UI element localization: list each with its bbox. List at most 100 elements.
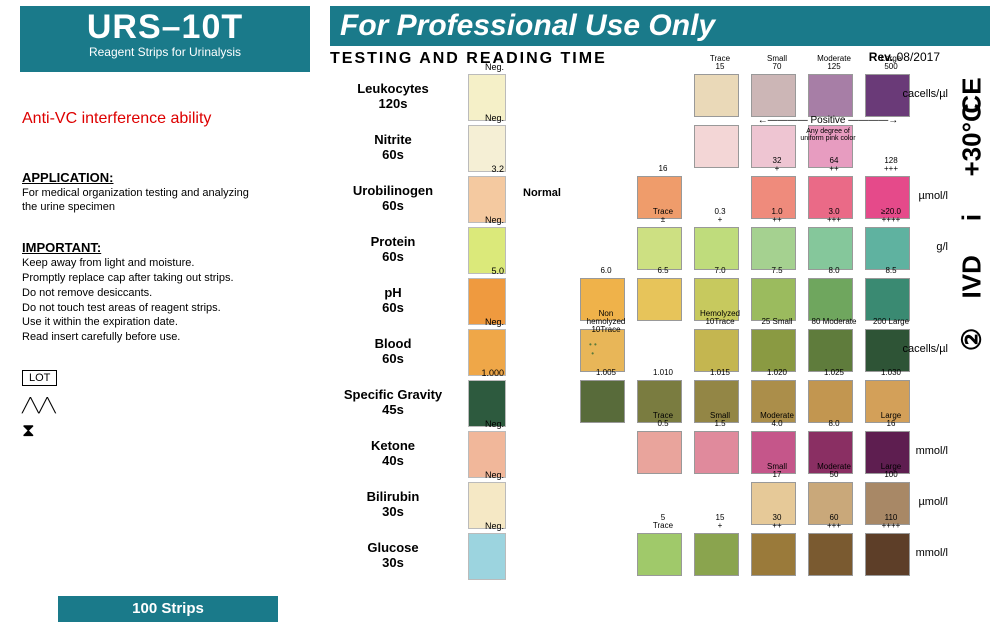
color-swatch: 30++ <box>751 533 796 576</box>
color-swatch: 15+ <box>694 533 739 576</box>
color-swatch: 5Trace <box>637 533 682 576</box>
color-swatch: 1.0++ <box>751 227 796 270</box>
important-text: Keep away from light and moisture.Prompt… <box>22 256 302 345</box>
mfg-symbol: ╱╲╱╲ <box>22 398 56 414</box>
swatch-label: Non hemolyzed10Trace <box>581 310 631 334</box>
side-icons: CE+30°CiIVD② <box>952 80 992 600</box>
color-swatch: 110++++ <box>865 533 910 576</box>
color-swatch: 3.0+++ <box>808 227 853 270</box>
swatch-label: 32+ <box>752 157 802 173</box>
swatch-label: 25 Small <box>752 318 802 326</box>
side-icon: IVD <box>957 259 988 299</box>
swatch-label: 0.3+ <box>695 208 745 224</box>
row-glucose: Glucose30sNeg.5Trace15+30++60+++110++++m… <box>323 531 943 582</box>
swatch-label: 3.0+++ <box>809 208 859 224</box>
color-swatch: Small70 <box>751 74 796 117</box>
swatch-label: 80 Moderate <box>809 318 859 326</box>
color-swatch: 7.5 <box>751 278 796 321</box>
color-swatch: Non hemolyzed10Trace• • • <box>580 329 625 372</box>
row-label: Glucose30s <box>323 541 463 571</box>
swatch-label: 6.5 <box>638 267 688 275</box>
swatch-label: 8.0 <box>809 412 859 428</box>
professional-banner: For Professional Use Only <box>330 6 990 46</box>
swatch-label: 1.020 <box>752 369 802 377</box>
swatch-label: Large16 <box>866 412 916 428</box>
swatch-label: ≥20.0++++ <box>866 208 916 224</box>
swatch-label: 15+ <box>695 514 745 530</box>
swatch-label: 7.5 <box>752 267 802 275</box>
side-icon: ② <box>957 320 988 360</box>
brand-subtitle: Reagent Strips for Urinalysis <box>20 45 310 59</box>
swatch-label: Small1.5 <box>695 412 745 428</box>
swatch-label: Trace0.5 <box>638 412 688 428</box>
row-label: Bilirubin30s <box>323 490 463 520</box>
row-label: Nitrite60s <box>323 133 463 163</box>
strip-label: Neg. <box>468 62 506 72</box>
strips-count: 100 Strips <box>58 596 278 622</box>
positive-arrow: ←―――― Positive ――――→ <box>743 115 913 126</box>
row-label: Leukocytes120s <box>323 82 463 112</box>
strip-label: Neg. <box>468 215 506 225</box>
swatch-label: 1.025 <box>809 369 859 377</box>
swatch-label: Large500 <box>866 55 916 71</box>
brand-title: URS–10T <box>20 8 310 47</box>
color-chart: Leukocytes120sNeg.Trace15Small70Moderate… <box>323 72 943 622</box>
row-label: pH60s <box>323 286 463 316</box>
row-label: Protein60s <box>323 235 463 265</box>
swatch-label: Trace± <box>638 208 688 224</box>
color-swatch: ≥20.0++++ <box>865 227 910 270</box>
color-swatch: Moderate125 <box>808 74 853 117</box>
swatch-label: 1.0++ <box>752 208 802 224</box>
swatch-label: 64++ <box>809 157 859 173</box>
row-label: Specific Gravity45s <box>323 388 463 418</box>
swatch-label: Moderate50 <box>809 463 859 479</box>
swatch-label: 128+++ <box>866 157 916 173</box>
swatch-label: 60+++ <box>809 514 859 530</box>
strip-label: Neg. <box>468 521 506 531</box>
swatch-label: Large100 <box>866 463 916 479</box>
strip-label: Neg. <box>468 470 506 480</box>
swatch-label: 6.0 <box>581 267 631 275</box>
color-swatch: 8.5 <box>865 278 910 321</box>
unit-label: µmol/l <box>918 190 948 202</box>
color-swatch <box>694 125 739 168</box>
unit-label: cacells/µl <box>903 343 948 355</box>
lot-box: LOT <box>22 370 57 386</box>
color-swatch: 0.3+ <box>694 227 739 270</box>
swatch-label: 1.005 <box>581 369 631 377</box>
swatch-label: 1.010 <box>638 369 688 377</box>
strip-label: Neg. <box>468 317 506 327</box>
row-label: Urobilinogen60s <box>323 184 463 214</box>
color-swatch: 6.5 <box>637 278 682 321</box>
color-swatch: Trace0.5 <box>637 431 682 474</box>
swatch-label: Moderate4.0 <box>752 412 802 428</box>
swatch-label: 1.015 <box>695 369 745 377</box>
color-swatch: Hemolyzed10Trace <box>694 329 739 372</box>
swatch-label: 200 Large <box>866 318 916 326</box>
color-swatch: 1.005 <box>580 380 625 423</box>
unit-label: mmol/l <box>916 547 948 559</box>
swatch-label: Hemolyzed10Trace <box>695 310 745 326</box>
color-swatch: 8.0 <box>808 278 853 321</box>
swatch-label: 5Trace <box>638 514 688 530</box>
strip-label: Neg. <box>468 419 506 429</box>
unit-label: mmol/l <box>916 445 948 457</box>
swatch-label: Small70 <box>752 55 802 71</box>
positive-note: Any degree ofuniform pink color <box>793 128 863 142</box>
hourglass-icon: ⧗ <box>22 420 35 441</box>
swatch-row: 5Trace15+30++60+++110++++ <box>523 533 943 580</box>
strip-label: 3.2 <box>468 164 506 174</box>
swatch-row: Trace15Small70Moderate125Large500 <box>523 74 943 121</box>
color-swatch: Trace± <box>637 227 682 270</box>
unit-label: g/l <box>936 241 948 253</box>
swatch-label: 30++ <box>752 514 802 530</box>
application-text: For medical organization testing and ana… <box>22 186 302 215</box>
swatch-label: Moderate125 <box>809 55 859 71</box>
row-label: Blood60s <box>323 337 463 367</box>
swatch-label: 110++++ <box>866 514 916 530</box>
side-icon: +30°C <box>957 137 988 177</box>
application-header: APPLICATION: <box>22 170 113 185</box>
strip-label: 1.000 <box>468 368 506 378</box>
swatch-label: 8.5 <box>866 267 916 275</box>
swatch-label: 8.0 <box>809 267 859 275</box>
